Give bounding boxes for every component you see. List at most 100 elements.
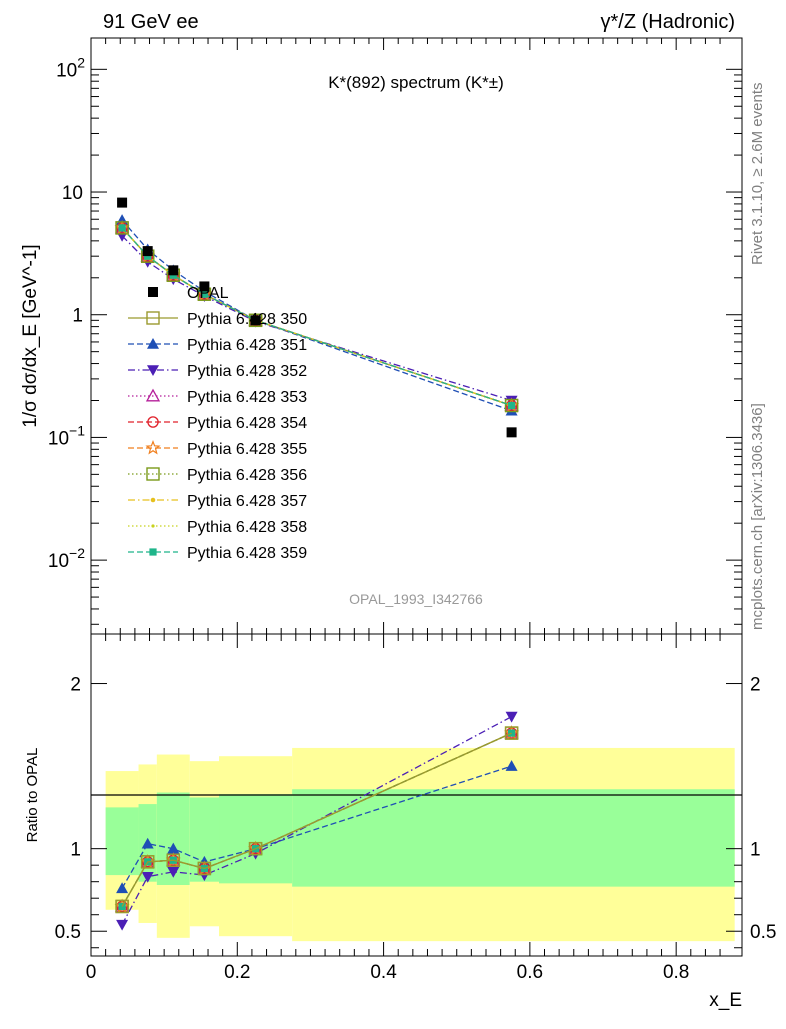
- legend-marker: [147, 416, 159, 428]
- ratio-point: [167, 866, 180, 878]
- ratio-point: [116, 919, 129, 931]
- legend-entry: Pythia 6.428 350: [128, 311, 307, 328]
- legend-entry: Pythia 6.428 351: [128, 337, 307, 354]
- main-ticks: 102 10 1 10−1 10−2: [48, 38, 742, 634]
- ratio-y-axis-label: Ratio to OPAL: [24, 748, 41, 843]
- series-line: [121, 227, 512, 407]
- x-axis-label: x_E: [709, 990, 742, 1011]
- data-point: [504, 398, 519, 413]
- y-tick-label: 10: [62, 183, 83, 204]
- data-point: [507, 401, 516, 410]
- data-point: [505, 395, 518, 407]
- series-line: [121, 227, 512, 407]
- rivet-label: Rivet 3.1.10, ≥ 2.6M events: [749, 83, 766, 266]
- x-tick-label: 0.4: [370, 962, 397, 983]
- main-panel: 102 10 1 10−1 10−2 K*(892) spectrum (K*±) OP…: [20, 37, 743, 635]
- series-line: [121, 227, 512, 407]
- legend-marker: [146, 311, 160, 325]
- legend-marker: [147, 365, 159, 376]
- ratio-point: [167, 842, 180, 854]
- mcplots-label: mcplots.cern.ch [arXiv:1306.3436]: [749, 403, 766, 630]
- ratio-point: [115, 899, 129, 914]
- data-point: [118, 224, 126, 232]
- x-tick-label: 0.2: [224, 962, 250, 983]
- ratio-series-layer: [114, 711, 520, 931]
- legend-label: Pythia 6.428 355: [187, 441, 307, 458]
- data-point: [250, 315, 261, 326]
- legend-label: Pythia 6.428 357: [187, 493, 307, 510]
- y-tick-label: 10−2: [48, 545, 85, 572]
- legend-label: Pythia 6.428 350: [187, 311, 307, 328]
- ratio-point: [505, 760, 518, 771]
- y-tick-label: 1: [72, 306, 83, 327]
- ratio-y-tick-label: 2: [70, 675, 81, 696]
- ratio-y-tick-label: 1: [70, 840, 81, 861]
- data-point: [115, 221, 129, 235]
- ratio-point: [166, 853, 180, 867]
- series-line: [121, 227, 512, 407]
- ratio-y-tick-label: 0.5: [55, 922, 81, 943]
- main-series-layer: [114, 197, 520, 438]
- legend-entry: Pythia 6.428 354: [128, 415, 307, 432]
- x-tick-label: 0.6: [517, 962, 543, 983]
- ratio-band-inner: [219, 794, 293, 884]
- ratio-bands: [105, 747, 735, 942]
- ratio-point: [505, 711, 518, 723]
- x-tick-label: 0: [86, 962, 97, 983]
- legend-entry: Pythia 6.428 355: [128, 440, 307, 458]
- plot-title: K*(892) spectrum (K*±): [328, 73, 504, 92]
- ratio-point: [504, 726, 519, 740]
- data-point: [506, 427, 517, 438]
- data-point: [248, 313, 263, 328]
- legend-entry: Pythia 6.428 352: [128, 363, 307, 380]
- ratio-line: [121, 732, 512, 907]
- data-point: [200, 290, 208, 298]
- ratio-point: [197, 861, 212, 876]
- legend-marker: [147, 338, 159, 349]
- data-point: [199, 281, 210, 292]
- ratio-point: [141, 871, 154, 883]
- legend-marker: [145, 388, 161, 402]
- legend-marker: [146, 467, 160, 481]
- header-right: γ*/Z (Hadronic): [601, 11, 735, 33]
- main-y-axis-label: 1/σ dσ/dx_E [GeV^-1]: [20, 244, 41, 427]
- ratio-line: [121, 765, 512, 889]
- ratio-y-tick-label-right: 1: [750, 840, 761, 861]
- y-tick-label: 10−1: [48, 422, 85, 449]
- ratio-line: [121, 716, 512, 925]
- ratio-panel: 0.5 0.5 1 1 2 2 0 0.2 0.4 0.6 0.8 Ratio to OPAL x_…: [24, 633, 776, 1011]
- series-line: [121, 219, 512, 412]
- series-line: [121, 227, 512, 407]
- series-line: [121, 227, 512, 407]
- ratio-y-tick-label-right: 0.5: [750, 922, 776, 943]
- legend-label: Pythia 6.428 354: [187, 415, 307, 432]
- legend-label: Pythia 6.428 358: [187, 519, 307, 536]
- analysis-id: OPAL_1993_I342766: [349, 591, 483, 607]
- ratio-band-inner: [105, 807, 139, 876]
- data-point: [144, 252, 152, 260]
- legend-label: Pythia 6.428 353: [187, 389, 307, 406]
- legend-entry: Pythia 6.428 359: [128, 545, 307, 562]
- legend-marker: [148, 287, 158, 297]
- data-point: [142, 246, 153, 257]
- ratio-frame: [90, 633, 743, 957]
- ratio-ticks: 0.5 0.5 1 1 2 2 0 0.2 0.4 0.6 0.8: [55, 634, 776, 983]
- data-point: [117, 197, 128, 208]
- legend-entry: Pythia 6.428 358: [128, 519, 307, 536]
- legend-marker: [150, 497, 156, 503]
- legend-entry: Pythia 6.428 356: [128, 467, 307, 484]
- legend-entry: Pythia 6.428 353: [128, 388, 307, 406]
- legend-entry: Pythia 6.428 357: [128, 493, 307, 510]
- legend: OPAL Pythia 6.428 350 Pythia 6.428 351 Pyth…: [128, 285, 307, 562]
- ratio-point: [140, 855, 155, 869]
- y-tick-label: 102: [56, 54, 85, 81]
- ratio-point: [507, 729, 516, 737]
- series-line: [121, 235, 512, 402]
- ratio-point: [248, 841, 263, 856]
- legend-marker: [151, 524, 155, 528]
- legend-label: OPAL: [187, 285, 229, 302]
- series-line: [121, 227, 512, 407]
- legend-marker: [149, 548, 157, 556]
- x-tick-label: 0.8: [663, 962, 689, 983]
